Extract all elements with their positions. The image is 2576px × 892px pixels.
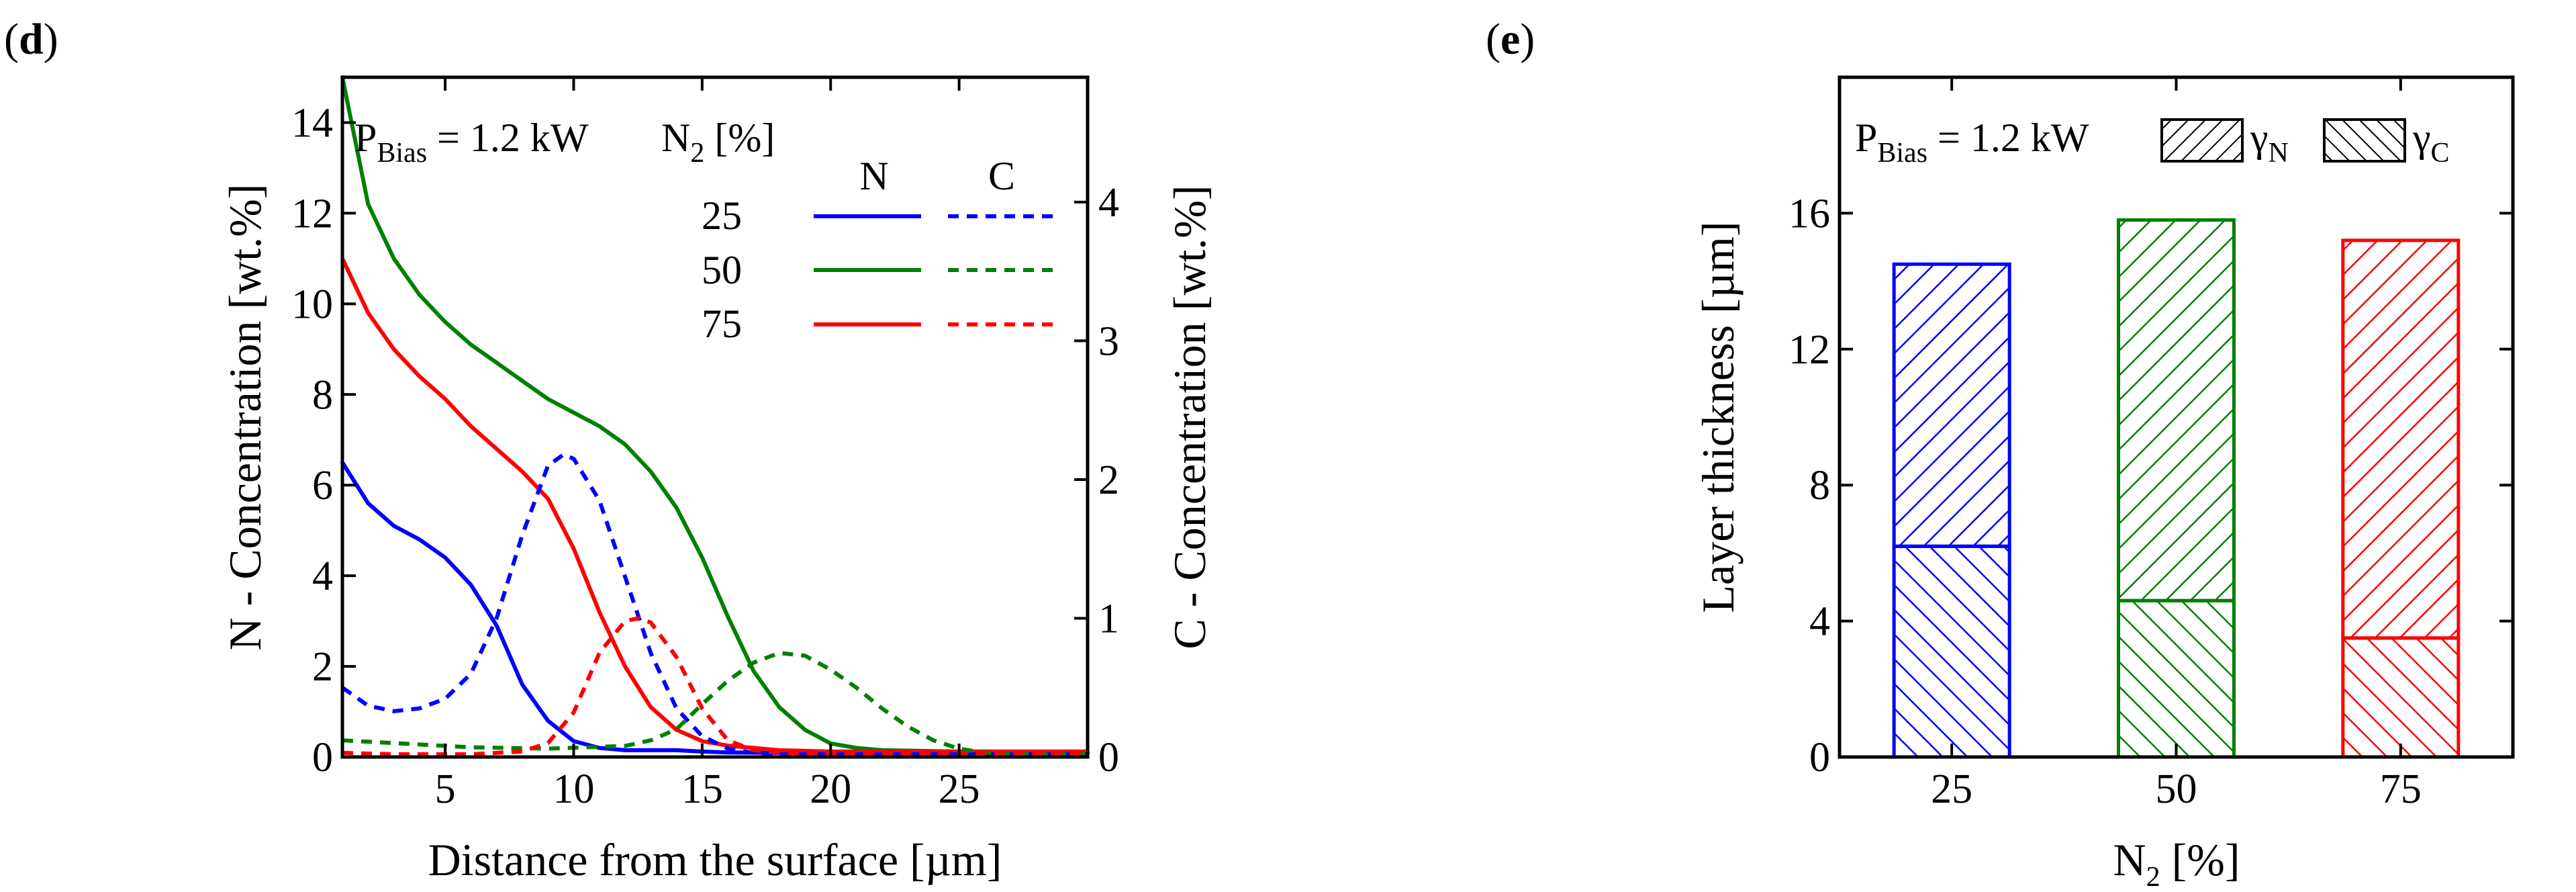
d-series-group — [340, 75, 1090, 756]
d-series-n-50 — [340, 75, 1090, 754]
d-y-tick-label-left: 10 — [291, 281, 333, 327]
d-series-c-50 — [342, 651, 1088, 756]
d-y-axis-label-left: N - Concentration [wt.%] — [220, 184, 271, 651]
chart-e: 25 50 75 0 4 8 12 16 N2 [%] Layer thickness [µ… — [1692, 75, 2515, 892]
d-legend-row-25: 25 — [702, 193, 742, 238]
d-y-tick-label-right: 4 — [1098, 180, 1119, 226]
d-y-tick-label-left: 6 — [312, 463, 333, 508]
d-series-n-25 — [340, 460, 1090, 756]
e-bar-gamma-c-50 — [2117, 598, 2236, 759]
panel-label-e: (e) — [1486, 15, 1535, 64]
d-y-tick-label-left: 12 — [291, 191, 333, 236]
e-bar-gamma-c-25 — [1892, 544, 2011, 759]
e-x-ticks: 25 50 75 — [1931, 77, 2422, 812]
d-bias-annotation: PBias = 1.2 kW — [354, 116, 589, 169]
e-y-ticks: 0 4 8 12 16 — [1788, 191, 2513, 780]
d-legend-row-75: 75 — [702, 302, 742, 346]
d-series-n-75 — [340, 256, 1090, 754]
d-y-ticks-right: 0 1 2 3 4 — [1074, 180, 1119, 780]
d-x-axis-label: Distance from the surface [µm] — [428, 834, 1002, 885]
e-legend-swatch-gamma-n — [2160, 118, 2244, 163]
e-bar-gamma-n-50 — [2117, 218, 2236, 603]
e-y-tick-label: 4 — [1809, 599, 1830, 645]
e-y-tick-label: 16 — [1788, 191, 1830, 236]
d-y-tick-label-left: 2 — [312, 644, 333, 690]
d-x-tick-label: 25 — [939, 766, 980, 812]
d-x-ticks: 5 10 15 20 25 — [435, 77, 980, 812]
e-legend-swatch-gamma-c — [2323, 118, 2406, 163]
e-x-tick-label: 50 — [2156, 766, 2197, 812]
d-x-tick-label: 20 — [810, 766, 851, 812]
e-y-tick-label: 12 — [1788, 327, 1830, 373]
panel-label-d: (d) — [4, 15, 58, 64]
d-legend-col-c: C — [988, 154, 1015, 198]
e-bar-gamma-n-75 — [2341, 238, 2461, 640]
d-y-tick-label-right: 2 — [1098, 457, 1119, 503]
e-y-tick-label: 8 — [1809, 463, 1830, 508]
d-x-tick-label: 5 — [435, 766, 456, 812]
e-legend-label-gamma-n: γN — [2250, 116, 2289, 169]
d-y-tick-label-left: 14 — [291, 100, 333, 146]
e-bar-gamma-n-25 — [1892, 262, 2011, 548]
d-y-tick-label-right: 3 — [1098, 318, 1119, 364]
e-y-axis-label: Layer thickness [µm] — [1692, 222, 1744, 613]
d-x-tick-label: 15 — [681, 766, 723, 812]
d-series-c-75 — [342, 616, 1088, 756]
d-legend-row-50: 50 — [702, 248, 742, 292]
d-series-c-25 — [341, 452, 1088, 756]
d-legend-title: N2 [%] — [661, 116, 775, 169]
d-y-ticks-left: 0 2 4 6 8 10 12 14 — [291, 100, 356, 780]
d-legend-col-n: N — [859, 154, 888, 198]
d-y-tick-label-left: 0 — [312, 735, 333, 780]
e-x-tick-label: 75 — [2380, 766, 2422, 812]
e-x-axis-label: N2 [%] — [2113, 834, 2240, 892]
e-bias-annotation: PBias = 1.2 kW — [1855, 116, 2089, 169]
d-y-tick-label-right: 1 — [1098, 596, 1119, 641]
e-x-tick-label: 25 — [1931, 766, 1972, 812]
d-y-tick-label-right: 0 — [1098, 735, 1119, 780]
e-bars-group — [1892, 218, 2461, 759]
d-y-tick-label-left: 4 — [312, 553, 333, 599]
d-plot-frame — [340, 75, 1090, 759]
e-y-tick-label: 0 — [1809, 735, 1830, 780]
d-y-tick-label-left: 8 — [312, 372, 333, 418]
e-legend-label-gamma-c: γC — [2412, 116, 2450, 169]
d-y-axis-label-right: C - Concentration [wt.%] — [1164, 185, 1215, 649]
d-x-tick-label: 10 — [553, 766, 594, 812]
e-bar-gamma-c-75 — [2341, 636, 2461, 759]
